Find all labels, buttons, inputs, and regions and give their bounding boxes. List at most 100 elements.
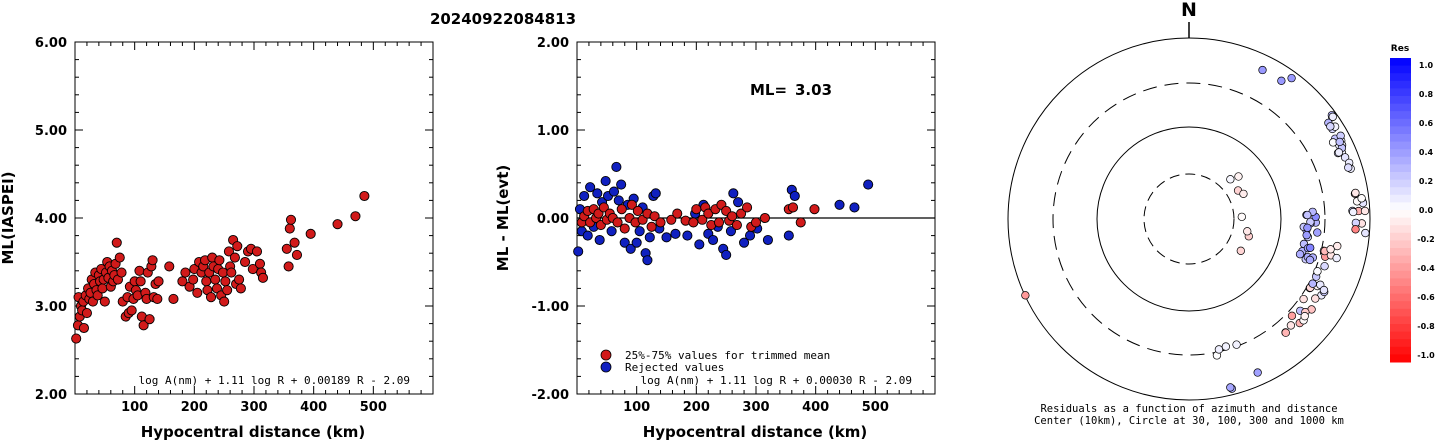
data-point [332,219,343,230]
x-ticks-2: 100 200 300 400 500 [576,42,936,415]
formula-2: log A(nm) + 1.11 log R + 0.00030 R - 2.0… [640,374,912,387]
data-point [153,276,164,287]
colorbar-cell [1390,248,1411,257]
station-point [1351,188,1360,198]
data-point [201,276,212,287]
station-point [1214,345,1224,354]
residual-point [739,237,750,248]
residual-point [728,188,739,199]
y-tick-label: 3.00 [35,300,67,315]
panel-residual-map: N Residuals as a function of azimuth and… [1007,0,1371,427]
data-point [147,255,158,266]
legend-label-trimmed: 25%-75% values for trimmed mean [625,349,830,362]
colorbar-cell [1390,346,1411,355]
x-axis-label-2: Hypocentral distance (km) [643,423,868,441]
residual-point [625,243,636,254]
y-tick-label: -2.00 [532,388,569,403]
station-point [1313,267,1322,276]
data-point [111,237,122,248]
residual-point [661,232,672,243]
residual-point [631,237,642,248]
x-tick-label: 400 [300,400,327,415]
x-tick-label: 500 [360,400,387,415]
y-axis-label-1: ML(IASPEI) [0,171,17,264]
residual-point [731,219,742,231]
data-point [168,293,179,305]
x-axis-label-1: Hypocentral distance (km) [141,423,366,441]
station-point [1234,172,1243,181]
station-point [1311,294,1320,303]
residual-point [670,228,681,239]
data-point [226,267,237,278]
colorbar-tick-label: 0.2 [1419,177,1433,186]
residual-point [613,195,624,206]
circle-100km [1096,126,1282,312]
north-label: N [1181,0,1197,21]
residual-point [672,208,683,219]
residual-point [579,190,590,202]
colorbar-tick-label: -0.8 [1417,322,1435,331]
station-point [1313,228,1322,237]
data-point [134,265,145,276]
residual-point [789,190,800,202]
x-tick-label: 300 [240,400,267,415]
station-point [1277,76,1286,85]
data-point [247,263,258,275]
residual-point [759,212,771,224]
colorbar-cell [1390,316,1411,325]
station-point [1287,311,1297,320]
residual-point [634,226,645,237]
legend-marker-blue [600,361,612,373]
station-point [1226,175,1235,184]
residual-point [688,217,699,228]
colorbar-cell [1390,301,1411,310]
data-point [291,249,303,261]
residual-point [616,204,627,215]
x-tick-label: 100 [623,400,650,415]
residual-point [585,182,596,193]
residual-point [863,179,874,190]
residual-point [642,255,653,266]
colorbar-cell [1390,164,1411,173]
colorbar-tick-label: -0.2 [1417,235,1435,244]
data-point [152,293,163,305]
station-point [1303,210,1312,220]
colorbar-cell [1390,263,1411,272]
colorbar-cell [1390,65,1411,74]
station-point [1357,194,1366,203]
station-point [1326,245,1335,254]
station-point [1349,207,1358,217]
y-tick-label: 4.00 [35,212,67,227]
data-point [99,296,110,307]
residual-point [573,246,584,257]
station-point [1351,225,1360,234]
data-point [305,228,316,239]
station-point [1299,294,1308,304]
station-point [1360,206,1370,216]
data-point [188,274,199,285]
residual-point [606,226,617,237]
residual-point [795,217,806,228]
plot-frame-1 [74,41,434,395]
residual-point [632,205,643,217]
y-tick-label: -1.00 [532,300,569,315]
colorbar-cell [1390,103,1411,112]
data-point [180,267,191,278]
colorbar-cell [1390,354,1411,363]
station-point [1306,243,1315,252]
station-point [1308,279,1317,288]
residual-point [727,211,738,222]
data-point [219,296,230,307]
legend-label-rejected: Rejected values [625,361,724,374]
station-point [1232,340,1241,349]
colorbar-tick-label: 1.0 [1419,61,1434,70]
residual-point [733,197,744,208]
colorbar-cell [1390,149,1411,158]
data-point [220,276,231,287]
colorbar-cell [1390,286,1411,295]
colorbar-cell [1390,88,1411,97]
data-point [239,256,251,268]
data-point [126,305,137,316]
station-point [1319,285,1329,295]
y-ticks-2: -2.00 -1.00 0.00 1.00 2.00 [532,36,935,403]
